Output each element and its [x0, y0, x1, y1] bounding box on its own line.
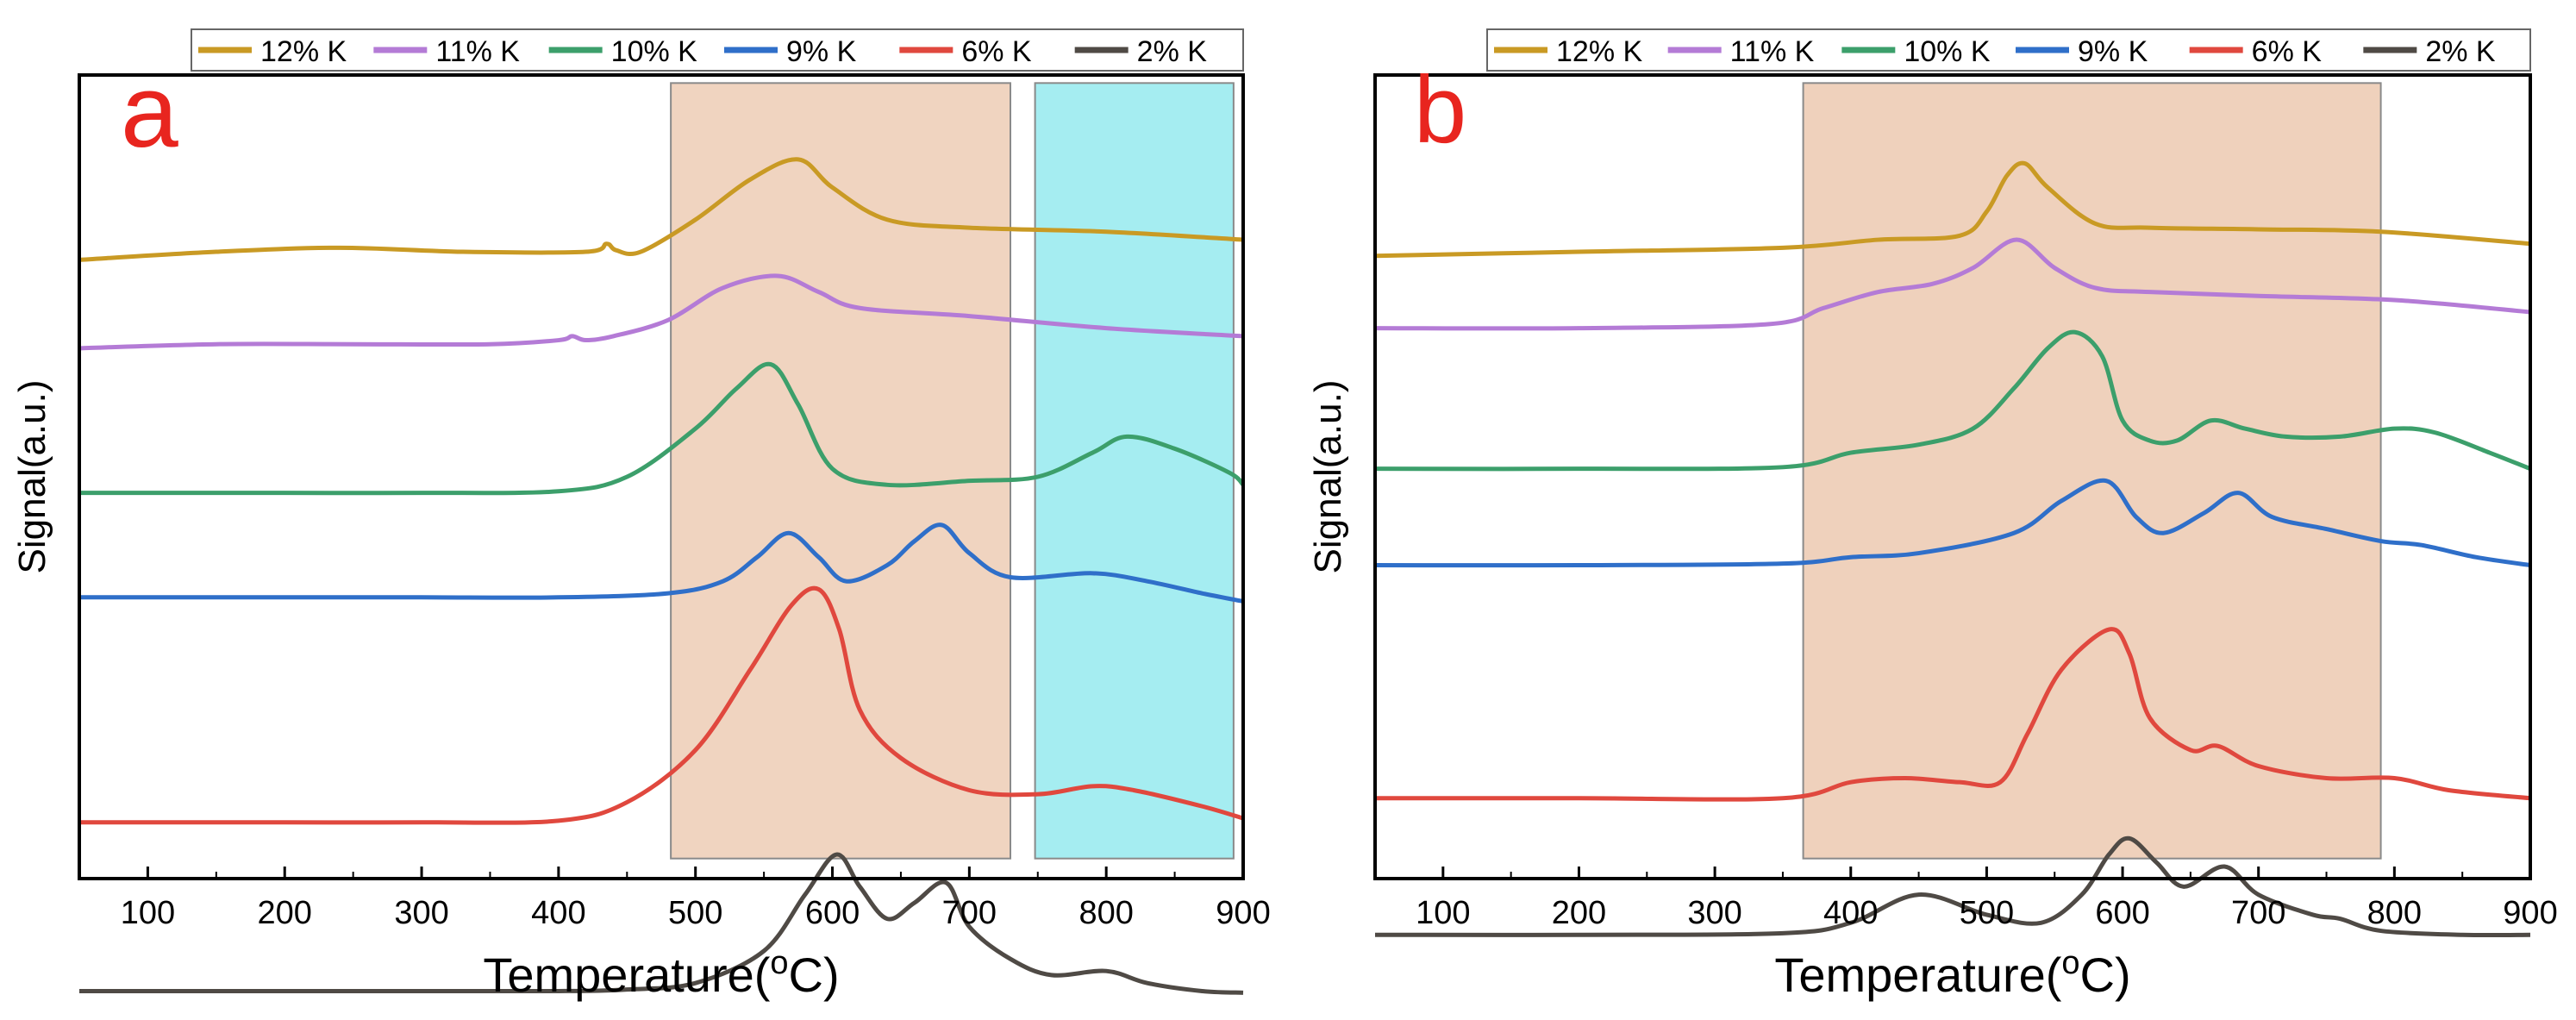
series-line-2pct-k	[79, 852, 1244, 995]
x-tick-label: 500	[668, 895, 722, 931]
x-tick-label: 900	[2503, 895, 2557, 931]
series-line-10pct-k	[1374, 329, 2531, 472]
series-line-6pct-k	[78, 585, 1244, 825]
legend-frame	[1486, 28, 2531, 72]
x-tick-label: 800	[2367, 895, 2422, 931]
legend-label-12pct-k: 12% K	[260, 35, 347, 68]
y-axis-label: Signal(a.u.)	[11, 379, 53, 573]
legend-label-6pct-k: 6% K	[961, 35, 1032, 68]
x-tick-label: 400	[531, 895, 585, 931]
x-tick-label: 500	[1960, 895, 2014, 931]
x-tick-label: 100	[1416, 895, 1470, 931]
x-tick-label: 900	[1216, 895, 1270, 931]
series-line-9pct-k	[1374, 478, 2531, 568]
plot-frame	[78, 73, 1245, 880]
legend-label-2pct-k: 2% K	[2425, 35, 2496, 68]
series-line-9pct-k	[79, 523, 1244, 604]
series-line-6pct-k	[1374, 627, 2531, 802]
legend-label-10pct-k: 10% K	[1904, 35, 1990, 68]
legend-label-9pct-k: 9% K	[786, 35, 857, 68]
legend-label-10pct-k: 10% K	[611, 35, 697, 68]
x-tick-label: 100	[121, 895, 175, 931]
panel-b: 100 200 300 400 500 600 700 800 900 b Temperatur…	[1307, 28, 2558, 1002]
legend-label-6pct-k: 6% K	[2252, 35, 2323, 68]
legend: 12% K 11% K 10% K 9% K 6% K 2% K	[1486, 28, 2531, 72]
x-tick-label: 700	[942, 895, 997, 931]
legend-label-9pct-k: 9% K	[2078, 35, 2148, 68]
series-line-12pct-k	[78, 157, 1244, 262]
panel-a: 100 200 300 400 500 600 700 800 900 a Temperatur…	[11, 28, 1271, 1002]
x-axis-label: Temperature(oC)	[483, 945, 839, 1002]
x-axis-label: Temperature(oC)	[1774, 945, 2130, 1002]
legend: 12% K 11% K 10% K 9% K 6% K 2% K	[191, 28, 1244, 72]
x-tick-label: 600	[2095, 895, 2149, 931]
shaded-region-1	[1802, 82, 2382, 860]
x-tick-label: 300	[394, 895, 448, 931]
shaded-region-1	[670, 82, 1012, 860]
panel-label: a	[121, 53, 178, 169]
series-line-11pct-k	[1374, 237, 2531, 331]
legend-frame	[191, 28, 1244, 72]
series-line-11pct-k	[78, 273, 1244, 351]
x-tick-label: 600	[805, 895, 860, 931]
x-tick-label: 700	[2231, 895, 2285, 931]
x-tick-label: 800	[1079, 895, 1133, 931]
legend-label-11pct-k: 11% K	[1730, 35, 1815, 68]
x-tick-label: 400	[1823, 895, 1878, 931]
shaded-region-2	[1034, 82, 1235, 860]
legend-label-11pct-k: 11% K	[435, 35, 520, 68]
series-line-10pct-k	[79, 361, 1245, 496]
y-axis-label: Signal(a.u.)	[1307, 379, 1349, 573]
x-tick-label: 300	[1687, 895, 1741, 931]
panel-label: b	[1414, 57, 1466, 163]
legend-label-12pct-k: 12% K	[1556, 35, 1642, 68]
legend-label-2pct-k: 2% K	[1137, 35, 1208, 68]
plot-frame	[1373, 73, 2532, 880]
x-tick-label: 200	[258, 895, 312, 931]
series-line-2pct-k	[1374, 835, 2531, 938]
x-tick-label: 200	[1552, 895, 1606, 931]
series-line-12pct-k	[1374, 160, 2531, 259]
